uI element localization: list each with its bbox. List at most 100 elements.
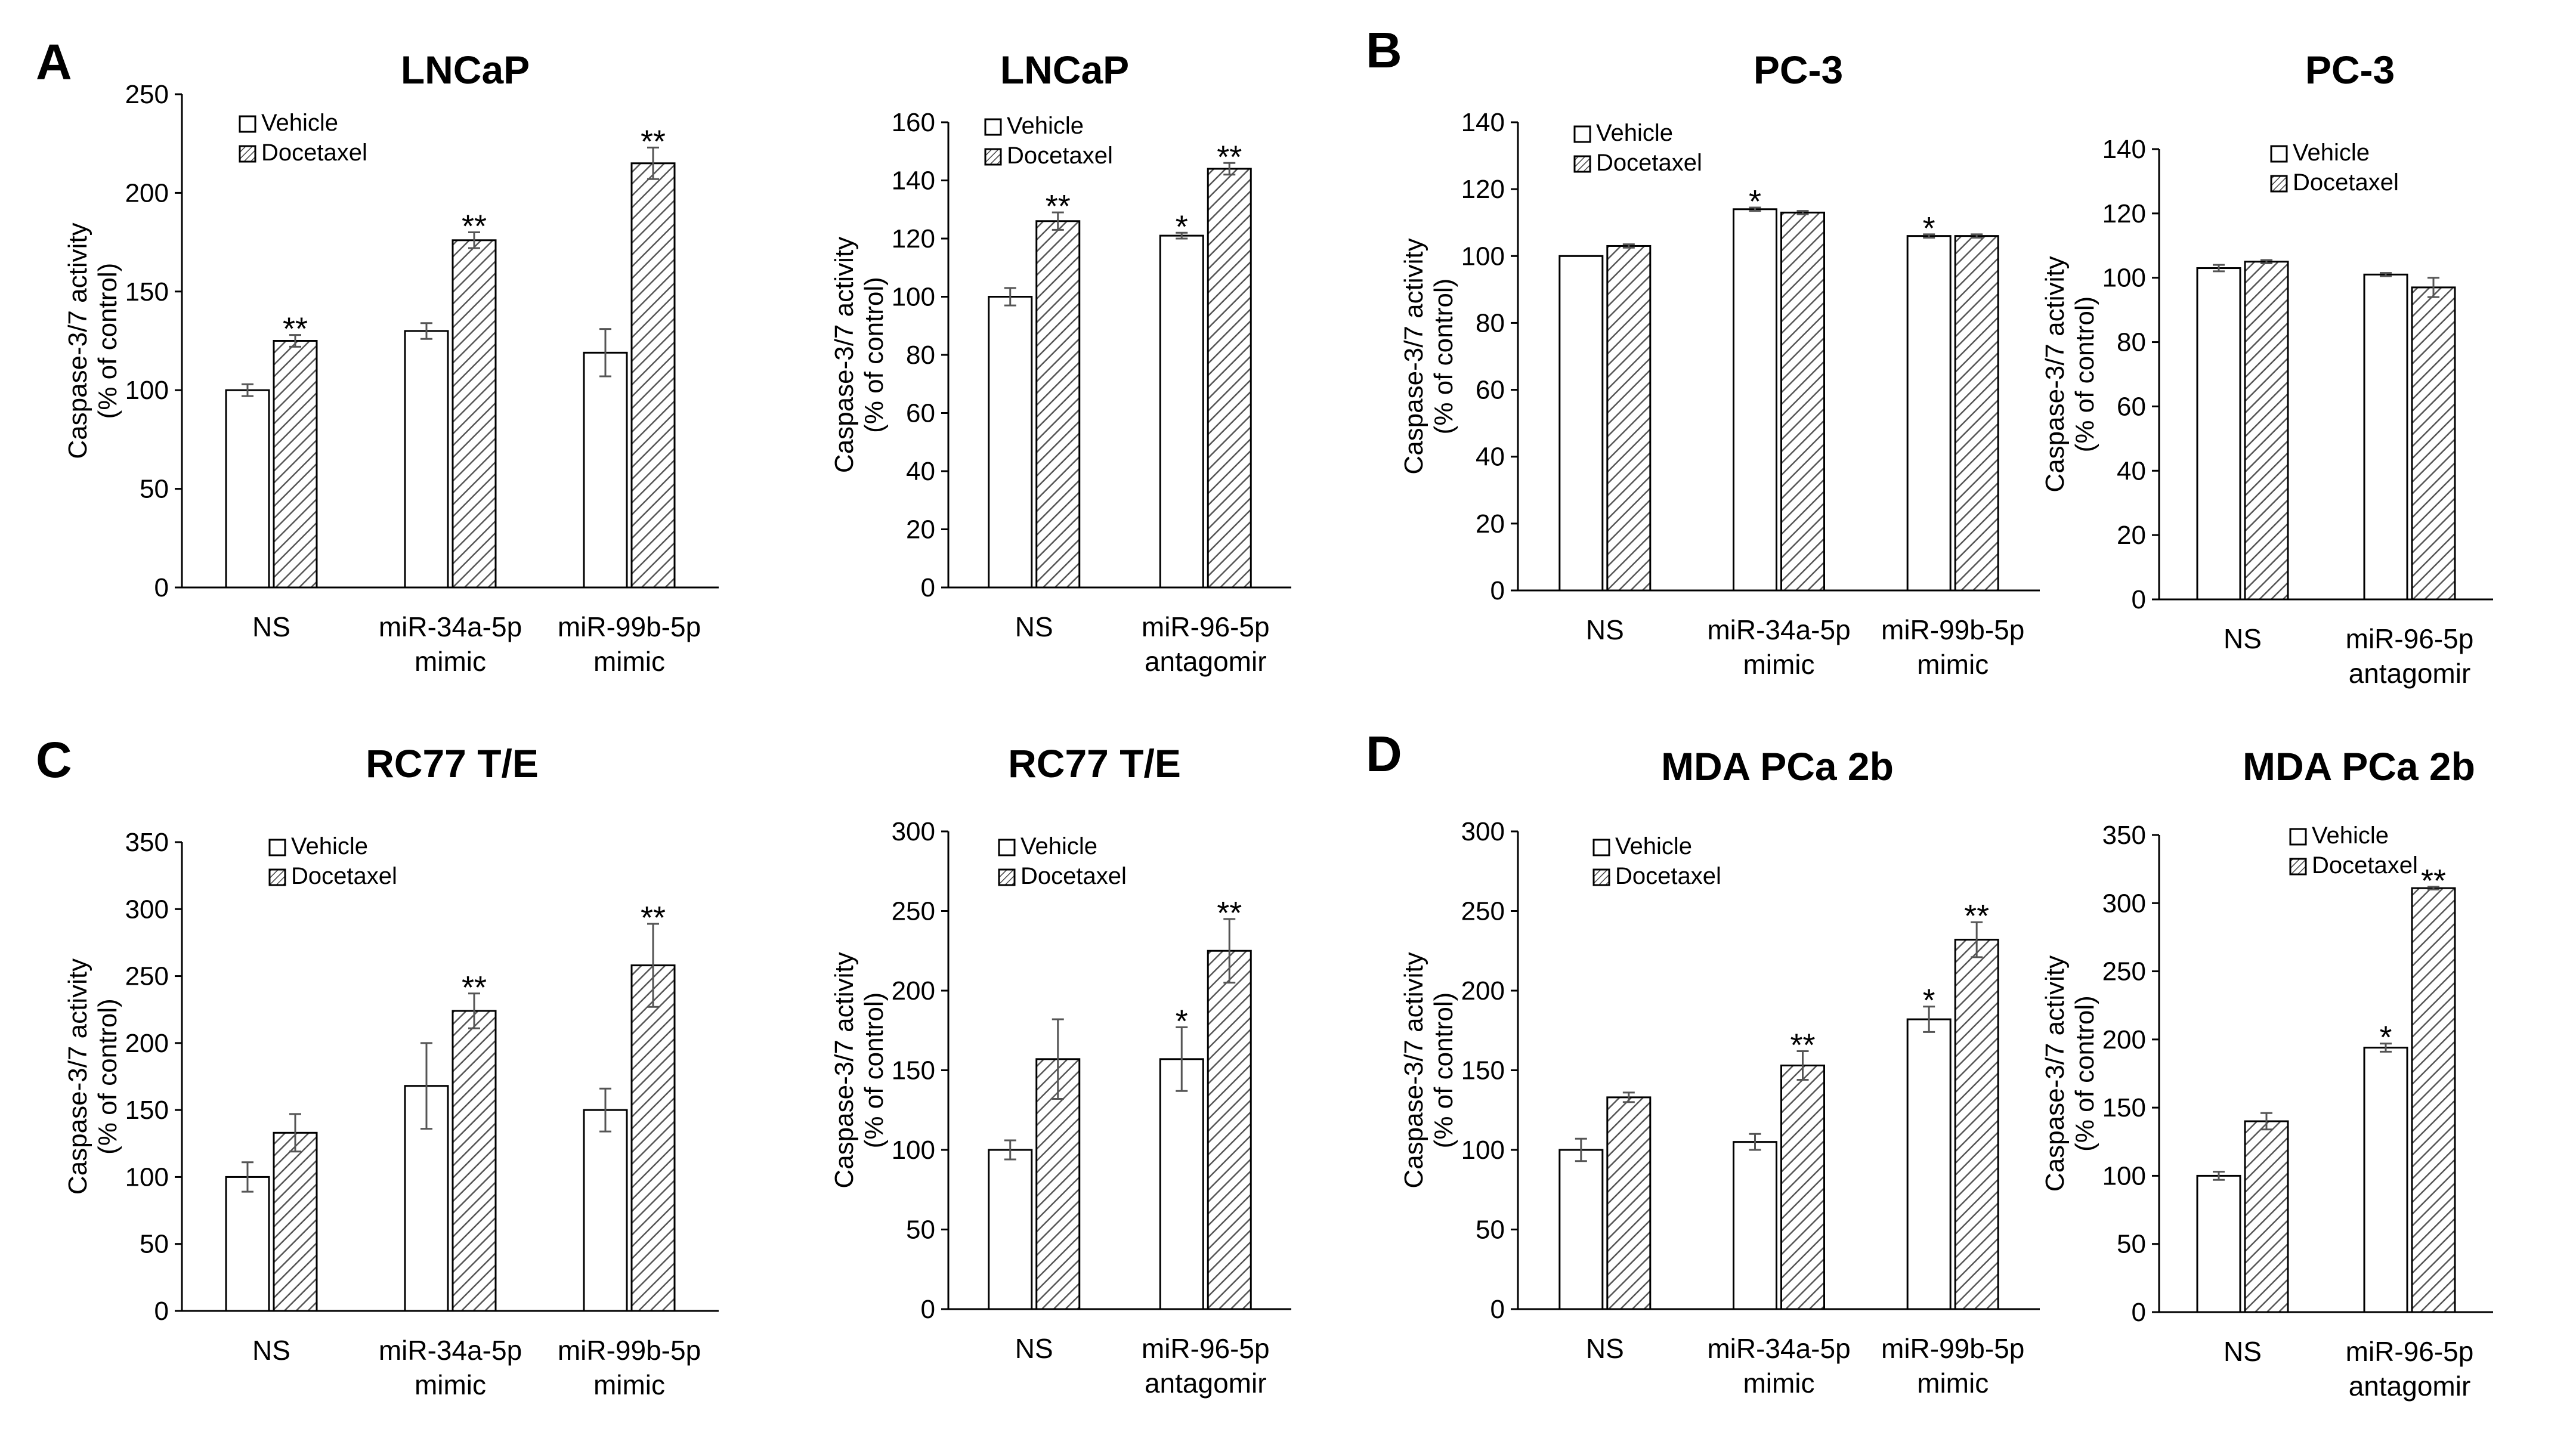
y-tick-label: 300 — [1461, 817, 1505, 846]
bar-docetaxel — [273, 1131, 318, 1312]
bar-docetaxel — [273, 340, 318, 589]
y-tick-label: 350 — [2102, 821, 2146, 850]
legend-label: Vehicle — [1615, 833, 1692, 859]
y-tick-label: 20 — [906, 515, 935, 545]
bar-docetaxel — [1606, 1096, 1652, 1310]
y-axis-label-line: Caspase-3/7 activity — [2040, 256, 2070, 492]
y-tick-label: 250 — [892, 897, 935, 926]
significance-mark: ** — [1790, 1027, 1815, 1063]
x-tick-label: mimic — [1917, 1368, 1989, 1399]
bar-vehicle — [404, 330, 449, 589]
x-tick-label: NS — [1015, 1333, 1053, 1364]
bar-vehicle — [1159, 234, 1204, 589]
x-tick-label: NS — [1015, 611, 1053, 642]
x-tick-label: miR-96-5p — [2346, 623, 2474, 654]
y-tick-label: 250 — [125, 80, 169, 109]
y-tick-label: 250 — [2102, 957, 2146, 986]
significance-mark: * — [1923, 211, 1935, 246]
chart-title: LNCaP — [1000, 48, 1129, 92]
x-tick-label: miR-99b-5p — [1881, 614, 2024, 645]
significance-mark: ** — [641, 123, 666, 159]
bar-vehicle — [225, 389, 270, 589]
bar-vehicle — [1733, 1141, 1777, 1310]
significance-mark: * — [1749, 184, 1761, 219]
chart-1: LNCaP 0 50 100 150 200 250 Caspase-3/7 activity… — [63, 48, 719, 677]
bar-vehicle — [2363, 1047, 2408, 1313]
y-axis-label-line: (% of control) — [859, 992, 889, 1149]
x-tick-label: mimic — [1917, 649, 1989, 680]
y-axis-label: Caspase-3/7 activity(% of control) — [63, 222, 122, 459]
legend-label: Vehicle — [291, 833, 368, 859]
y-tick-label: 60 — [1476, 376, 1505, 405]
x-tick-label: mimic — [1743, 649, 1814, 680]
y-tick-label: 0 — [1490, 1295, 1505, 1324]
legend-swatch-docetaxel — [1592, 868, 1610, 886]
significance-mark: ** — [1217, 895, 1242, 931]
chart-6: RC77 T/E 0 50 100 150 200 250 300 Caspase-3/7 ac… — [830, 741, 1291, 1399]
y-tick-label: 100 — [892, 283, 935, 312]
y-tick-label: 0 — [2132, 1298, 2146, 1327]
chart-7: MDA PCa 2b 0 50 100 150 200 250 300 Caspase-3/7 … — [1399, 744, 2040, 1399]
legend-swatch-vehicle — [268, 839, 286, 856]
x-tick-label: NS — [2224, 623, 2262, 654]
bar-docetaxel — [1954, 235, 1999, 592]
y-tick-label: 250 — [1461, 897, 1505, 926]
y-axis-label: Caspase-3/7 activity(% of control) — [2040, 256, 2099, 492]
y-tick-label: 150 — [892, 1056, 935, 1085]
x-tick-label: mimic — [593, 646, 665, 677]
x-tick-label: NS — [252, 1335, 290, 1366]
chart-title: PC-3 — [2305, 48, 2395, 92]
x-tick-label: NS — [1586, 614, 1624, 645]
legend-swatch-vehicle — [1592, 839, 1610, 856]
bar-docetaxel — [1780, 211, 1825, 592]
y-tick-label: 20 — [1476, 509, 1505, 539]
chart-title: PC-3 — [1754, 48, 1843, 92]
significance-mark: ** — [283, 311, 308, 347]
legend-swatch-docetaxel — [1573, 155, 1591, 173]
chart-title: MDA PCa 2b — [2243, 744, 2475, 788]
y-tick-label: 200 — [1461, 976, 1505, 1006]
legend-swatch-vehicle — [2289, 828, 2307, 846]
y-tick-label: 300 — [125, 895, 169, 924]
bar-docetaxel — [2411, 887, 2456, 1313]
bar-vehicle — [2363, 273, 2408, 601]
y-tick-label: 100 — [2102, 1161, 2146, 1190]
y-axis-label: Caspase-3/7 activity(% of control) — [830, 237, 889, 473]
y-tick-label: 150 — [125, 277, 169, 307]
legend-label: Vehicle — [2312, 822, 2389, 849]
legend-label: Docetaxel — [1596, 150, 1702, 176]
bar-vehicle — [988, 296, 1033, 589]
bar-docetaxel — [2244, 1120, 2289, 1313]
y-tick-label: 40 — [1476, 443, 1505, 472]
legend-swatch-docetaxel — [998, 868, 1016, 886]
y-axis-label: Caspase-3/7 activity(% of control) — [63, 958, 122, 1195]
significance-mark: ** — [641, 900, 666, 936]
y-axis-label-line: Caspase-3/7 activity — [2040, 955, 2070, 1192]
chart-title: MDA PCa 2b — [1661, 744, 1894, 788]
y-tick-label: 140 — [2102, 135, 2146, 164]
x-tick-label: antagomir — [1145, 646, 1267, 677]
y-tick-label: 50 — [140, 475, 169, 504]
bar-vehicle — [988, 1149, 1033, 1310]
y-axis-label-line: (% of control) — [859, 277, 889, 433]
x-tick-label: miR-99b-5p — [558, 611, 701, 642]
y-tick-label: 50 — [140, 1230, 169, 1259]
bar-vehicle — [2196, 267, 2241, 601]
bar-docetaxel — [2244, 261, 2289, 601]
chart-4: PC-3 0 20 40 60 80 100 120 140 Caspase-3/7 activi… — [2040, 48, 2493, 689]
legend-swatch-vehicle — [1573, 125, 1591, 143]
legend-swatch-docetaxel — [2270, 175, 2288, 193]
y-axis-label: Caspase-3/7 activity(% of control) — [1399, 238, 1458, 474]
significance-mark: ** — [462, 209, 487, 245]
y-tick-label: 60 — [906, 399, 935, 428]
bar-vehicle — [1159, 1058, 1204, 1310]
y-tick-label: 160 — [892, 108, 935, 137]
legend-swatch-docetaxel — [2289, 858, 2307, 876]
legend-label: Vehicle — [1007, 113, 1084, 139]
y-tick-label: 120 — [2102, 199, 2146, 228]
x-tick-label: mimic — [593, 1369, 665, 1400]
y-tick-label: 0 — [1490, 576, 1505, 605]
panel-letter-a: A — [36, 34, 72, 90]
